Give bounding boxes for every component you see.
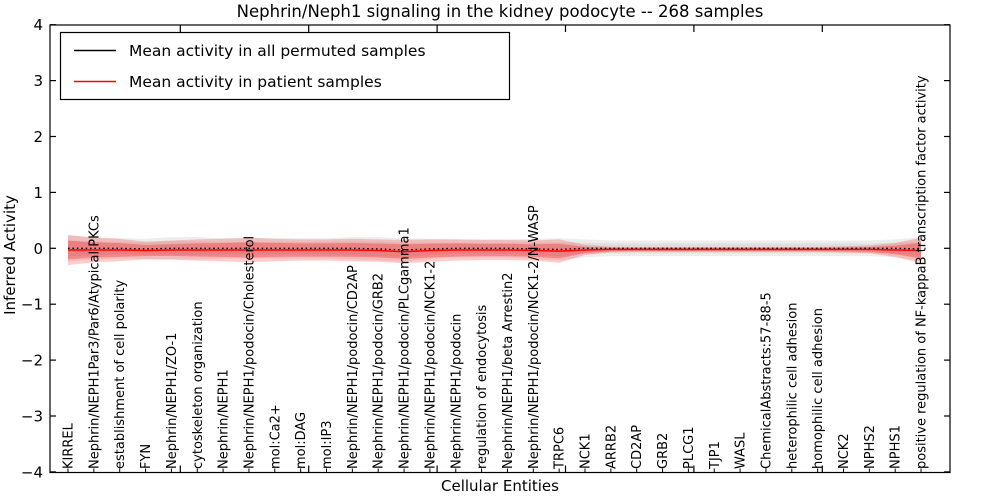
- x-tick-label: NCK1: [579, 433, 594, 469]
- x-tick-label: mol:IP3: [320, 420, 335, 469]
- x-tick-label: Nephrin/NEPH1/podocin/GRB2: [372, 273, 387, 469]
- legend-box: [59, 31, 511, 101]
- x-tick-label: NPHS2: [863, 425, 878, 469]
- x-tick-label: TJP1: [708, 441, 723, 470]
- x-tick-label: TRPC6: [553, 427, 568, 470]
- x-tick-label: establishment of cell polarity: [113, 280, 128, 469]
- permuted-band-inner: [68, 240, 922, 258]
- x-tick-label: Nephrin/NEPH1/podocin/NCK1-2: [423, 261, 438, 469]
- permuted-band-outer: [68, 235, 922, 262]
- x-tick-label: KIRREL: [62, 422, 77, 469]
- x-tick-labels-layer: KIRREL Nephrin/NEPH1Par3/Par6/Atypical PK…: [62, 75, 930, 470]
- x-tick-label: NPHS1: [889, 425, 904, 469]
- x-tick-label: Nephrin/NEPH1/podocin/CD2AP: [346, 265, 361, 469]
- y-tick-label: −3: [21, 408, 43, 426]
- y-tick-label: −1: [21, 296, 43, 314]
- x-tick-label: ChemicalAbstracts:57-88-5: [760, 292, 775, 469]
- x-tick-label: Nephrin/NEPH1/podocin: [449, 314, 464, 469]
- x-tick-label: GRB2: [656, 433, 671, 469]
- x-tick-label: Nephrin/NEPH1/podocin/NCK1-2/N-WASP: [527, 205, 542, 469]
- x-tick-label: mol:Ca2+: [268, 404, 283, 469]
- x-tick-label: ARRB2: [604, 425, 619, 469]
- permuted-mean-line: [68, 247, 922, 251]
- x-tick-label: regulation of endocytosis: [475, 304, 490, 469]
- x-tick-label: Nephrin/NEPH1/ZO-1: [165, 333, 180, 469]
- x-tick-label: PLCG1: [682, 426, 697, 469]
- x-tick-label: heterophilic cell adhesion: [785, 303, 800, 470]
- lines-layer: [68, 247, 922, 253]
- y-tick-label: −2: [21, 352, 43, 370]
- y-tick-label: 0: [33, 240, 43, 258]
- y-axis-label: Inferred Activity: [1, 195, 19, 315]
- legend-label-patient: Mean activity in patient samples: [129, 73, 382, 91]
- y-tick-label: 4: [33, 16, 43, 34]
- y-tick-label: 3: [33, 72, 43, 90]
- x-tick-label: FYN: [139, 444, 154, 469]
- x-tick-label: mol:DAG: [294, 412, 309, 469]
- x-tick-label: NCK2: [837, 433, 852, 469]
- x-axis-label: Cellular Entities: [441, 477, 559, 495]
- x-tick-label: Nephrin/NEPH1/beta Arrestin2: [501, 273, 516, 470]
- legend-label-permuted: Mean activity in all permuted samples: [129, 42, 426, 60]
- x-tick-label: Nephrin/NEPH1: [217, 369, 232, 469]
- axes-layer: −4 −3 −2 −1 0 1 2 3 4: [21, 16, 951, 481]
- x-tick-label: WASL: [734, 432, 749, 469]
- x-tick-label: cytoskeleton organization: [191, 301, 206, 469]
- chart-title: Nephrin/Neph1 signaling in the kidney po…: [237, 2, 764, 21]
- x-tick-label: Nephrin/NEPH1/podocin/Cholesterol: [243, 236, 258, 469]
- x-tick-label: CD2AP: [630, 425, 645, 469]
- patient-mean-line: [68, 248, 922, 253]
- legend: Mean activity in all permuted samples Me…: [59, 31, 511, 101]
- x-tick-label: Nephrin/NEPH1/podocin/PLCgamma1: [398, 227, 413, 469]
- x-tick-label: positive regulation of NF-kappaB transcr…: [915, 75, 930, 469]
- x-tick-label: Nephrin/NEPH1Par3/Par6/Atypical PKCs: [87, 215, 102, 469]
- y-tick-label: −4: [21, 463, 43, 481]
- y-tick-label: 1: [33, 184, 43, 202]
- x-tick-label: homophilic cell adhesion: [811, 308, 826, 469]
- y-tick-label: 2: [33, 128, 43, 146]
